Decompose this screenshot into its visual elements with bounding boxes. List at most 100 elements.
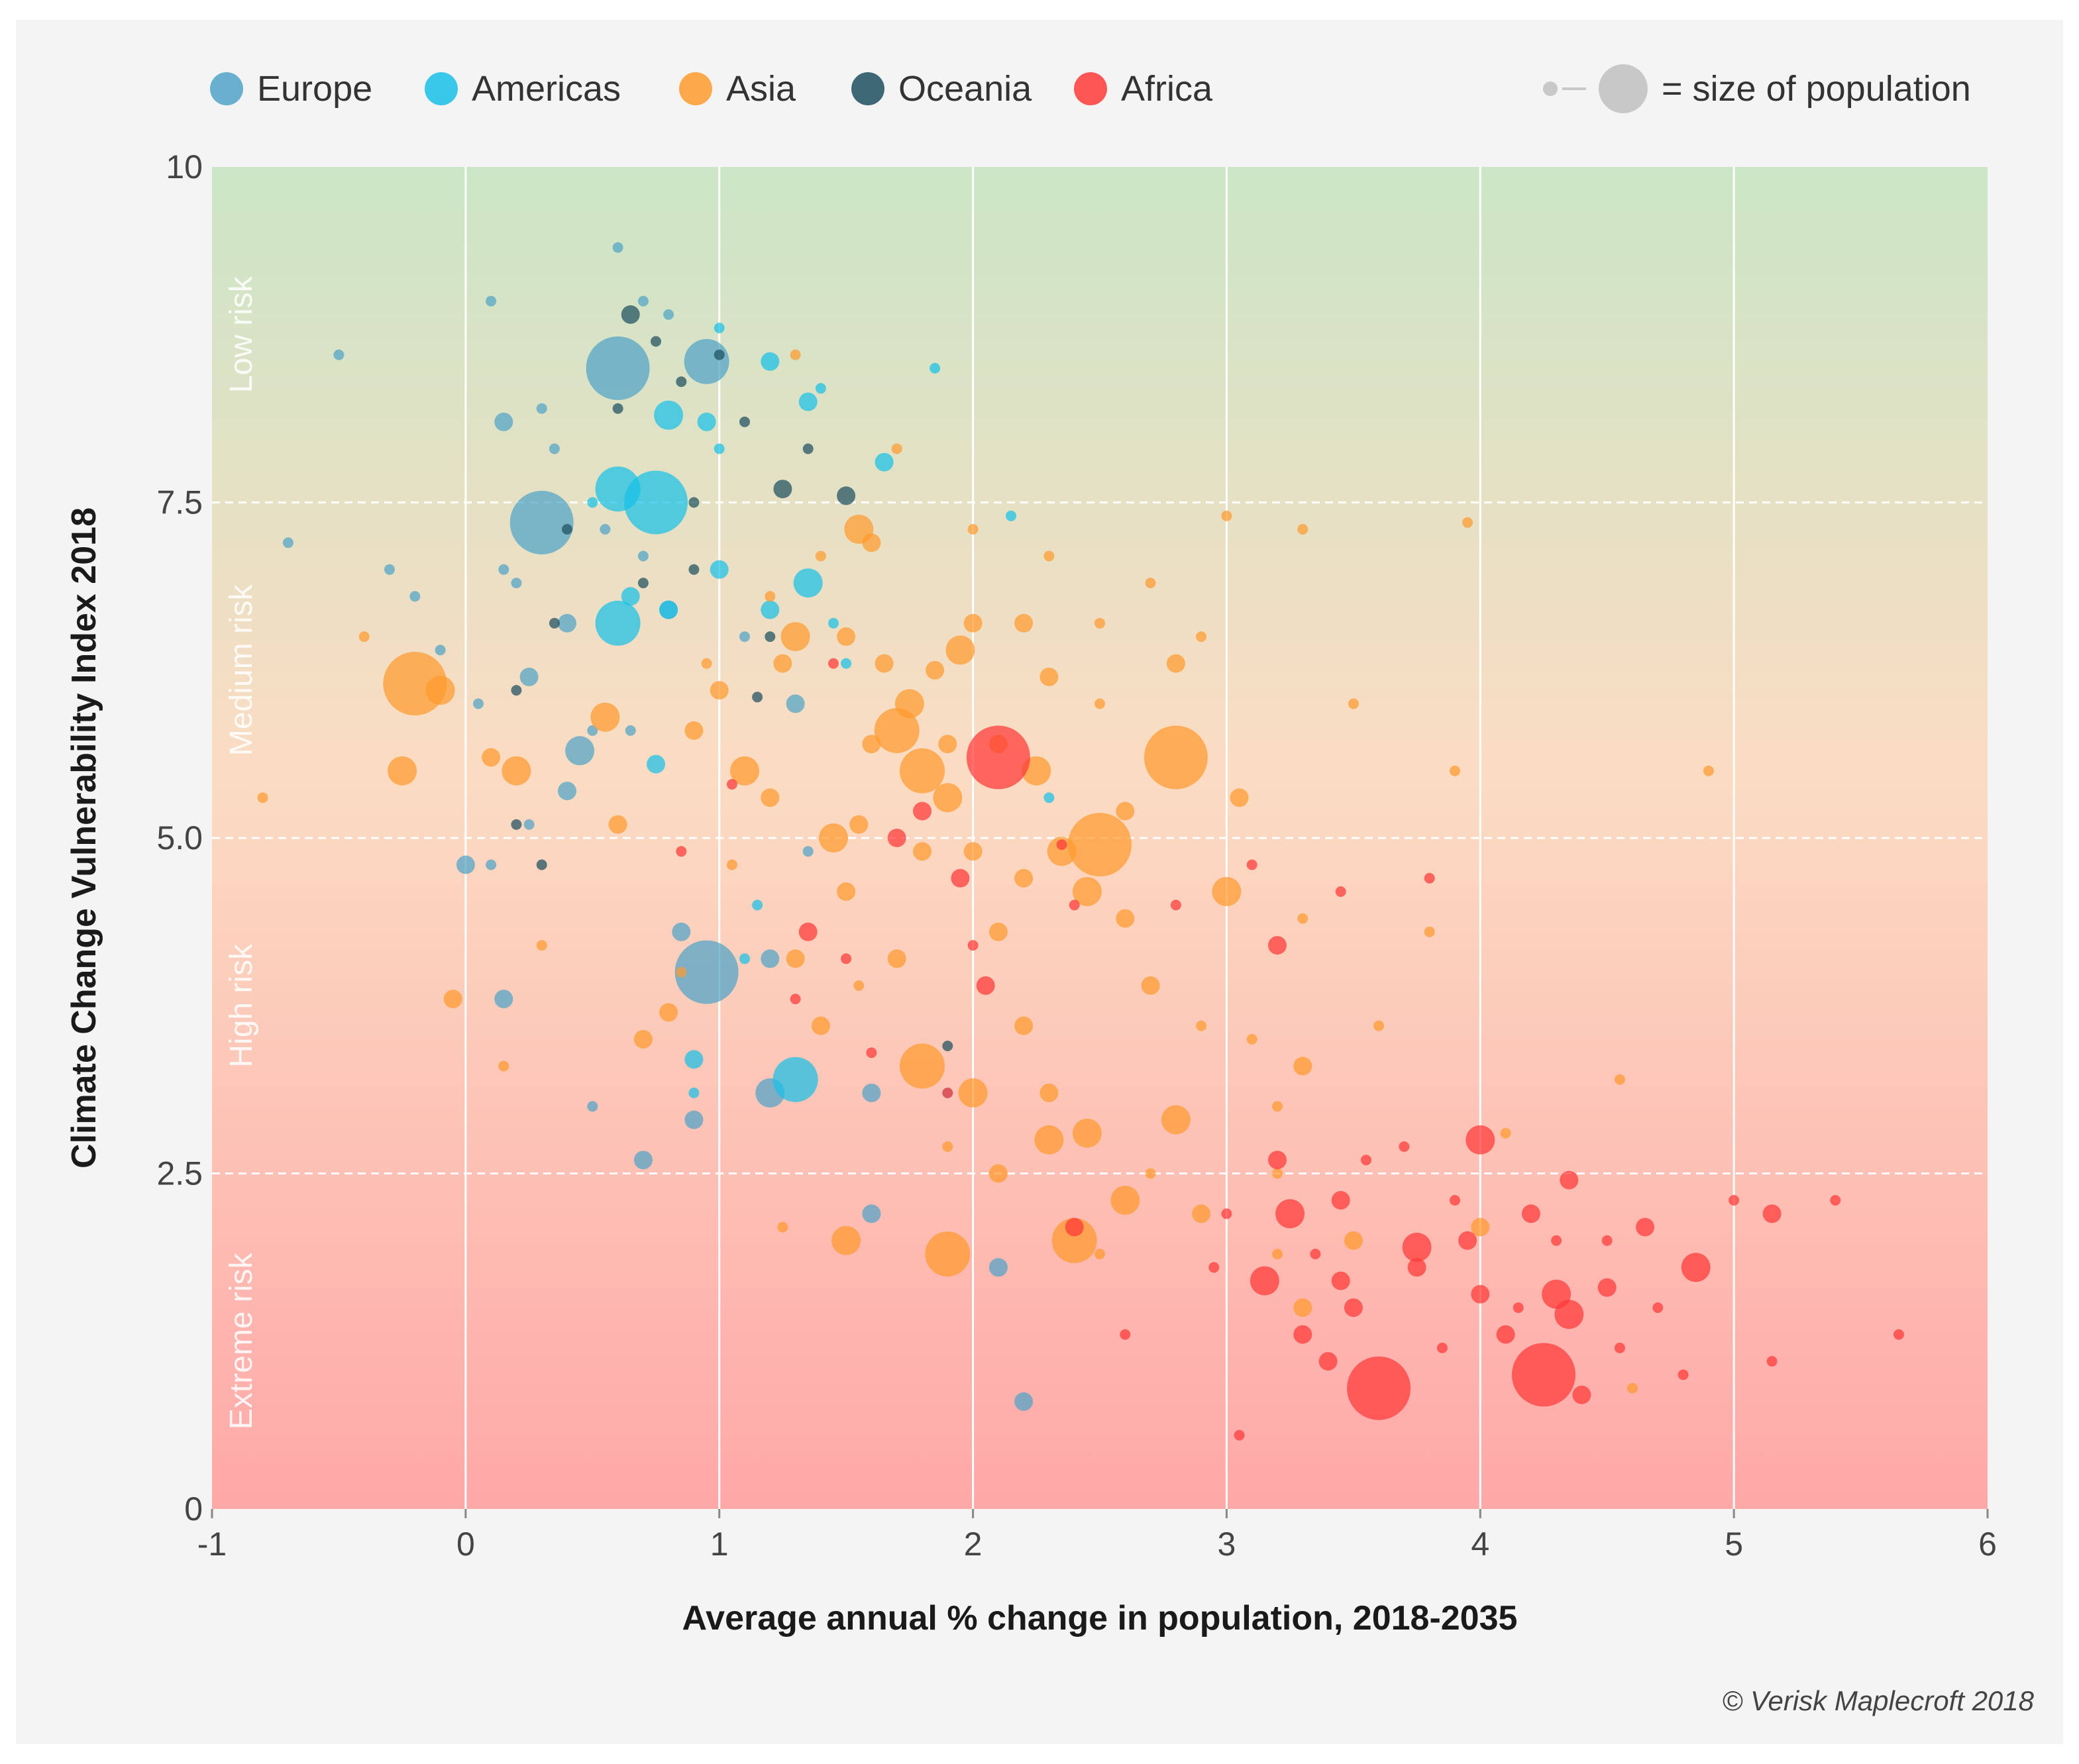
point-africa-59[interactable] (1551, 1235, 1562, 1246)
point-europe-40[interactable] (498, 564, 509, 575)
point-europe-22[interactable] (519, 667, 539, 686)
point-asia-62[interactable] (967, 524, 979, 535)
point-americas-5[interactable] (815, 383, 826, 394)
point-asia-82[interactable] (536, 940, 547, 951)
point-africa-8[interactable] (1056, 839, 1067, 851)
point-asia-40[interactable] (786, 949, 805, 968)
point-asia-73[interactable] (1297, 913, 1308, 924)
point-asia-105[interactable] (1246, 1033, 1257, 1045)
point-asia-87[interactable] (777, 1221, 788, 1233)
point-asia-34[interactable] (1051, 1218, 1097, 1263)
point-asia-4[interactable] (482, 748, 501, 767)
point-asia-31[interactable] (1110, 1186, 1140, 1215)
point-americas-10[interactable] (595, 600, 641, 646)
point-asia-69[interactable] (1094, 617, 1105, 629)
point-europe-42[interactable] (523, 819, 535, 830)
point-americas-6[interactable] (875, 452, 894, 472)
point-asia-56[interactable] (1040, 1083, 1059, 1102)
point-europe-41[interactable] (435, 645, 446, 656)
point-africa-9[interactable] (726, 779, 737, 790)
point-asia-103[interactable] (942, 1141, 953, 1152)
point-europe-13[interactable] (558, 782, 576, 801)
point-africa-62[interactable] (1361, 1155, 1371, 1166)
point-asia-86[interactable] (1094, 1249, 1105, 1260)
point-africa-22[interactable] (1275, 1199, 1305, 1229)
point-africa-1[interactable] (913, 802, 932, 821)
point-asia-93[interactable] (1014, 868, 1034, 888)
point-africa-17[interactable] (1268, 936, 1287, 955)
point-asia-100[interactable] (1272, 1168, 1283, 1179)
point-oceania-1[interactable] (837, 486, 856, 505)
point-asia-81[interactable] (1272, 1249, 1283, 1260)
point-asia-36[interactable] (900, 1043, 945, 1089)
point-asia-45[interactable] (761, 788, 780, 807)
point-europe-2[interactable] (509, 490, 574, 554)
point-americas-27[interactable] (828, 617, 839, 629)
point-asia-51[interactable] (1344, 1231, 1363, 1250)
point-africa-4[interactable] (976, 976, 995, 995)
point-americas-7[interactable] (930, 362, 941, 374)
point-asia-46[interactable] (819, 823, 848, 853)
point-europe-7[interactable] (333, 349, 345, 360)
point-africa-33[interactable] (1560, 1170, 1579, 1190)
point-asia-38[interactable] (831, 1225, 861, 1255)
point-europe-27[interactable] (633, 1151, 653, 1170)
point-asia-63[interactable] (1043, 550, 1055, 562)
point-asia-64[interactable] (1145, 578, 1156, 589)
point-asia-35[interactable] (958, 1078, 988, 1108)
point-asia-91[interactable] (988, 922, 1008, 941)
point-americas-18[interactable] (841, 658, 852, 669)
point-africa-63[interactable] (1120, 1329, 1131, 1340)
point-europe-3[interactable] (494, 412, 513, 431)
point-africa-16[interactable] (1170, 900, 1181, 911)
point-africa-39[interactable] (1893, 1329, 1904, 1340)
point-asia-71[interactable] (1348, 698, 1359, 709)
point-asia-84[interactable] (257, 792, 268, 804)
point-africa-20[interactable] (1246, 859, 1257, 870)
point-europe-23[interactable] (672, 922, 691, 941)
point-oceania-14[interactable] (637, 578, 649, 589)
point-asia-88[interactable] (1424, 926, 1435, 937)
point-americas-17[interactable] (739, 953, 750, 964)
point-asia-29[interactable] (1212, 877, 1242, 906)
point-africa-60[interactable] (1652, 1302, 1664, 1314)
point-africa-49[interactable] (1572, 1385, 1591, 1404)
point-africa-54[interactable] (1344, 1298, 1363, 1318)
point-europe-37[interactable] (739, 631, 750, 643)
point-asia-11[interactable] (780, 622, 810, 652)
point-europe-12[interactable] (565, 736, 595, 766)
point-oceania-4[interactable] (676, 376, 687, 388)
point-asia-80[interactable] (1192, 1204, 1211, 1223)
point-asia-2[interactable] (388, 756, 417, 786)
point-asia-70[interactable] (1196, 631, 1207, 643)
point-asia-27[interactable] (1166, 654, 1185, 673)
point-africa-38[interactable] (1762, 1204, 1782, 1223)
point-asia-61[interactable] (815, 550, 826, 562)
point-africa-21[interactable] (1268, 1151, 1287, 1170)
point-europe-26[interactable] (684, 1110, 704, 1129)
point-asia-22[interactable] (1047, 837, 1077, 866)
point-asia-74[interactable] (1373, 1020, 1385, 1031)
point-asia-26[interactable] (1040, 667, 1059, 686)
point-oceania-11[interactable] (942, 1041, 953, 1051)
point-oceania-17[interactable] (549, 617, 560, 629)
point-asia-97[interactable] (1703, 765, 1714, 776)
point-africa-48[interactable] (1521, 1204, 1540, 1223)
point-europe-35[interactable] (663, 309, 674, 320)
legend-item-africa[interactable]: Africa (1074, 69, 1213, 109)
point-africa-7[interactable] (828, 658, 839, 669)
point-asia-77[interactable] (1614, 1074, 1625, 1085)
point-africa-12[interactable] (866, 1047, 877, 1059)
point-asia-90[interactable] (837, 882, 856, 901)
point-europe-38[interactable] (786, 694, 805, 713)
point-asia-20[interactable] (1068, 813, 1132, 877)
point-asia-17[interactable] (945, 635, 975, 665)
point-africa-30[interactable] (1471, 1284, 1490, 1304)
point-oceania-19[interactable] (612, 403, 623, 414)
point-americas-9[interactable] (714, 323, 725, 334)
point-americas-11[interactable] (621, 587, 640, 606)
point-europe-34[interactable] (536, 403, 547, 414)
point-asia-1[interactable] (425, 676, 455, 705)
point-asia-24[interactable] (963, 613, 983, 633)
point-americas-16[interactable] (684, 1050, 704, 1069)
